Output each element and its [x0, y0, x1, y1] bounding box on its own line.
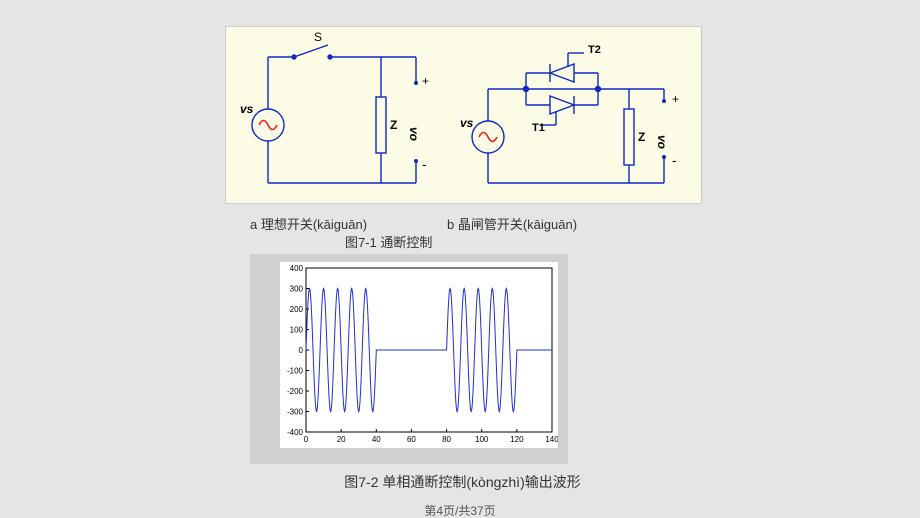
svg-text:-400: -400	[287, 428, 304, 437]
svg-text:200: 200	[290, 305, 304, 314]
t2-label: T2	[588, 44, 601, 56]
ac-source-icon	[252, 109, 284, 141]
svg-text:100: 100	[290, 326, 304, 335]
svg-text:140: 140	[545, 435, 558, 444]
out-label: vo	[655, 135, 669, 149]
svg-text:300: 300	[290, 285, 304, 294]
caption-a: a 理想开关(kāiguān)	[250, 214, 367, 233]
circuit-panel: S vs Z vo + -	[225, 26, 702, 204]
svg-text:0: 0	[299, 346, 304, 355]
svg-text:100: 100	[475, 435, 489, 444]
switch-icon	[292, 45, 332, 59]
fig-7-1-label: 图7-1 通断控制	[345, 232, 432, 251]
load-icon	[376, 97, 386, 153]
svg-text:-100: -100	[287, 367, 304, 376]
circuit-b: vs T2 T1 Z vo + -	[460, 44, 679, 183]
svg-text:40: 40	[372, 435, 381, 444]
out-label: vo	[407, 127, 421, 141]
plus-label: +	[422, 74, 429, 88]
load-icon	[624, 109, 634, 165]
svg-text:-200: -200	[287, 387, 304, 396]
svg-text:80: 80	[442, 435, 451, 444]
switch-label: S	[314, 30, 322, 44]
caption-fig-7-2: 图7-2 单相通断控制(kòngzhì)输出波形	[225, 472, 700, 492]
t1-label: T1	[532, 122, 545, 134]
svg-text:20: 20	[337, 435, 346, 444]
svg-text:400: 400	[290, 264, 304, 273]
source-label: vs	[240, 102, 254, 116]
source-label: vs	[460, 116, 474, 130]
plus-label: +	[672, 92, 679, 106]
load-label: Z	[638, 130, 645, 144]
circuit-svg: S vs Z vo + -	[226, 27, 701, 203]
page-number: 第4页/共37页	[0, 502, 920, 518]
load-label: Z	[390, 118, 397, 132]
ac-source-icon	[472, 121, 504, 153]
chart-plot-area: -400 -300 -200 -100 0 100 200 300 400 0 20 40 60 80 10…	[280, 262, 558, 448]
circuit-a: S vs Z vo + -	[240, 30, 429, 183]
caption-b: b 晶闸管开关(kāiguān)	[447, 214, 577, 233]
minus-label: -	[422, 156, 427, 172]
minus-label: -	[672, 152, 677, 168]
svg-text:0: 0	[304, 435, 309, 444]
svg-text:60: 60	[407, 435, 416, 444]
svg-text:120: 120	[510, 435, 524, 444]
chart-svg: -400 -300 -200 -100 0 100 200 300 400 0 20 40 60 80 10…	[280, 262, 558, 448]
waveform-chart: -400 -300 -200 -100 0 100 200 300 400 0 20 40 60 80 10…	[250, 254, 568, 464]
svg-text:-300: -300	[287, 408, 304, 417]
